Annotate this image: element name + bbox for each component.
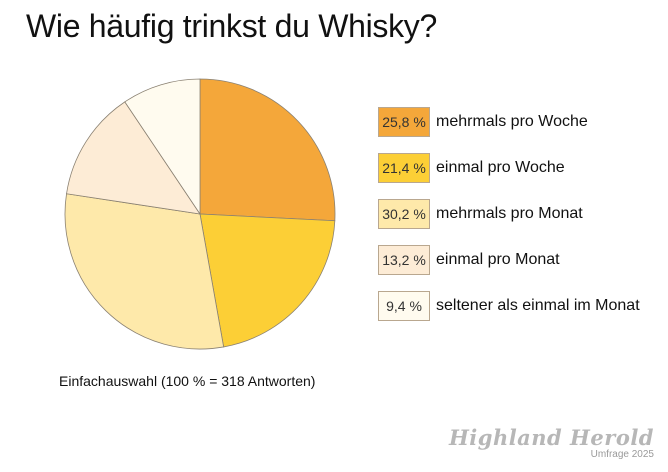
- legend-label: einmal pro Monat: [436, 251, 560, 268]
- pie-slice-4: [66, 101, 201, 215]
- legend-swatch-value: 25,8 %: [378, 107, 430, 137]
- pie-slice-5: [124, 78, 201, 216]
- legend-swatch-value: 30,2 %: [378, 199, 430, 229]
- legend-label: seltener als einmal im Monat: [436, 297, 640, 314]
- legend-item: 30,2 % mehrmals pro Monat: [378, 199, 583, 229]
- brand-logo: Highland Herold Umfrage 2025: [449, 427, 654, 461]
- legend-item: 21,4 % einmal pro Woche: [378, 153, 565, 183]
- legend-swatch-value: 13,2 %: [378, 245, 430, 275]
- legend-item: 13,2 % einmal pro Monat: [378, 245, 560, 275]
- legend-swatch-value: 9,4 %: [378, 291, 430, 321]
- legend-swatch-value: 21,4 %: [378, 153, 430, 183]
- legend-label: mehrmals pro Woche: [436, 113, 588, 130]
- pie-slice-2: [199, 213, 336, 348]
- brand-name: Highland Herold: [448, 425, 654, 450]
- pie-slice-3: [64, 193, 225, 350]
- sample-note: Einfachauswahl (100 % = 318 Antworten): [59, 373, 316, 389]
- legend-label: einmal pro Woche: [436, 159, 565, 176]
- brand-subtitle: Umfrage 2025: [590, 449, 654, 460]
- pie-slice-1: [199, 78, 336, 222]
- legend-item: 9,4 % seltener als einmal im Monat: [378, 291, 640, 321]
- chart-title: Wie häufig trinkst du Whisky?: [26, 8, 438, 44]
- legend-item: 25,8 % mehrmals pro Woche: [378, 107, 588, 137]
- legend-label: mehrmals pro Monat: [436, 205, 583, 222]
